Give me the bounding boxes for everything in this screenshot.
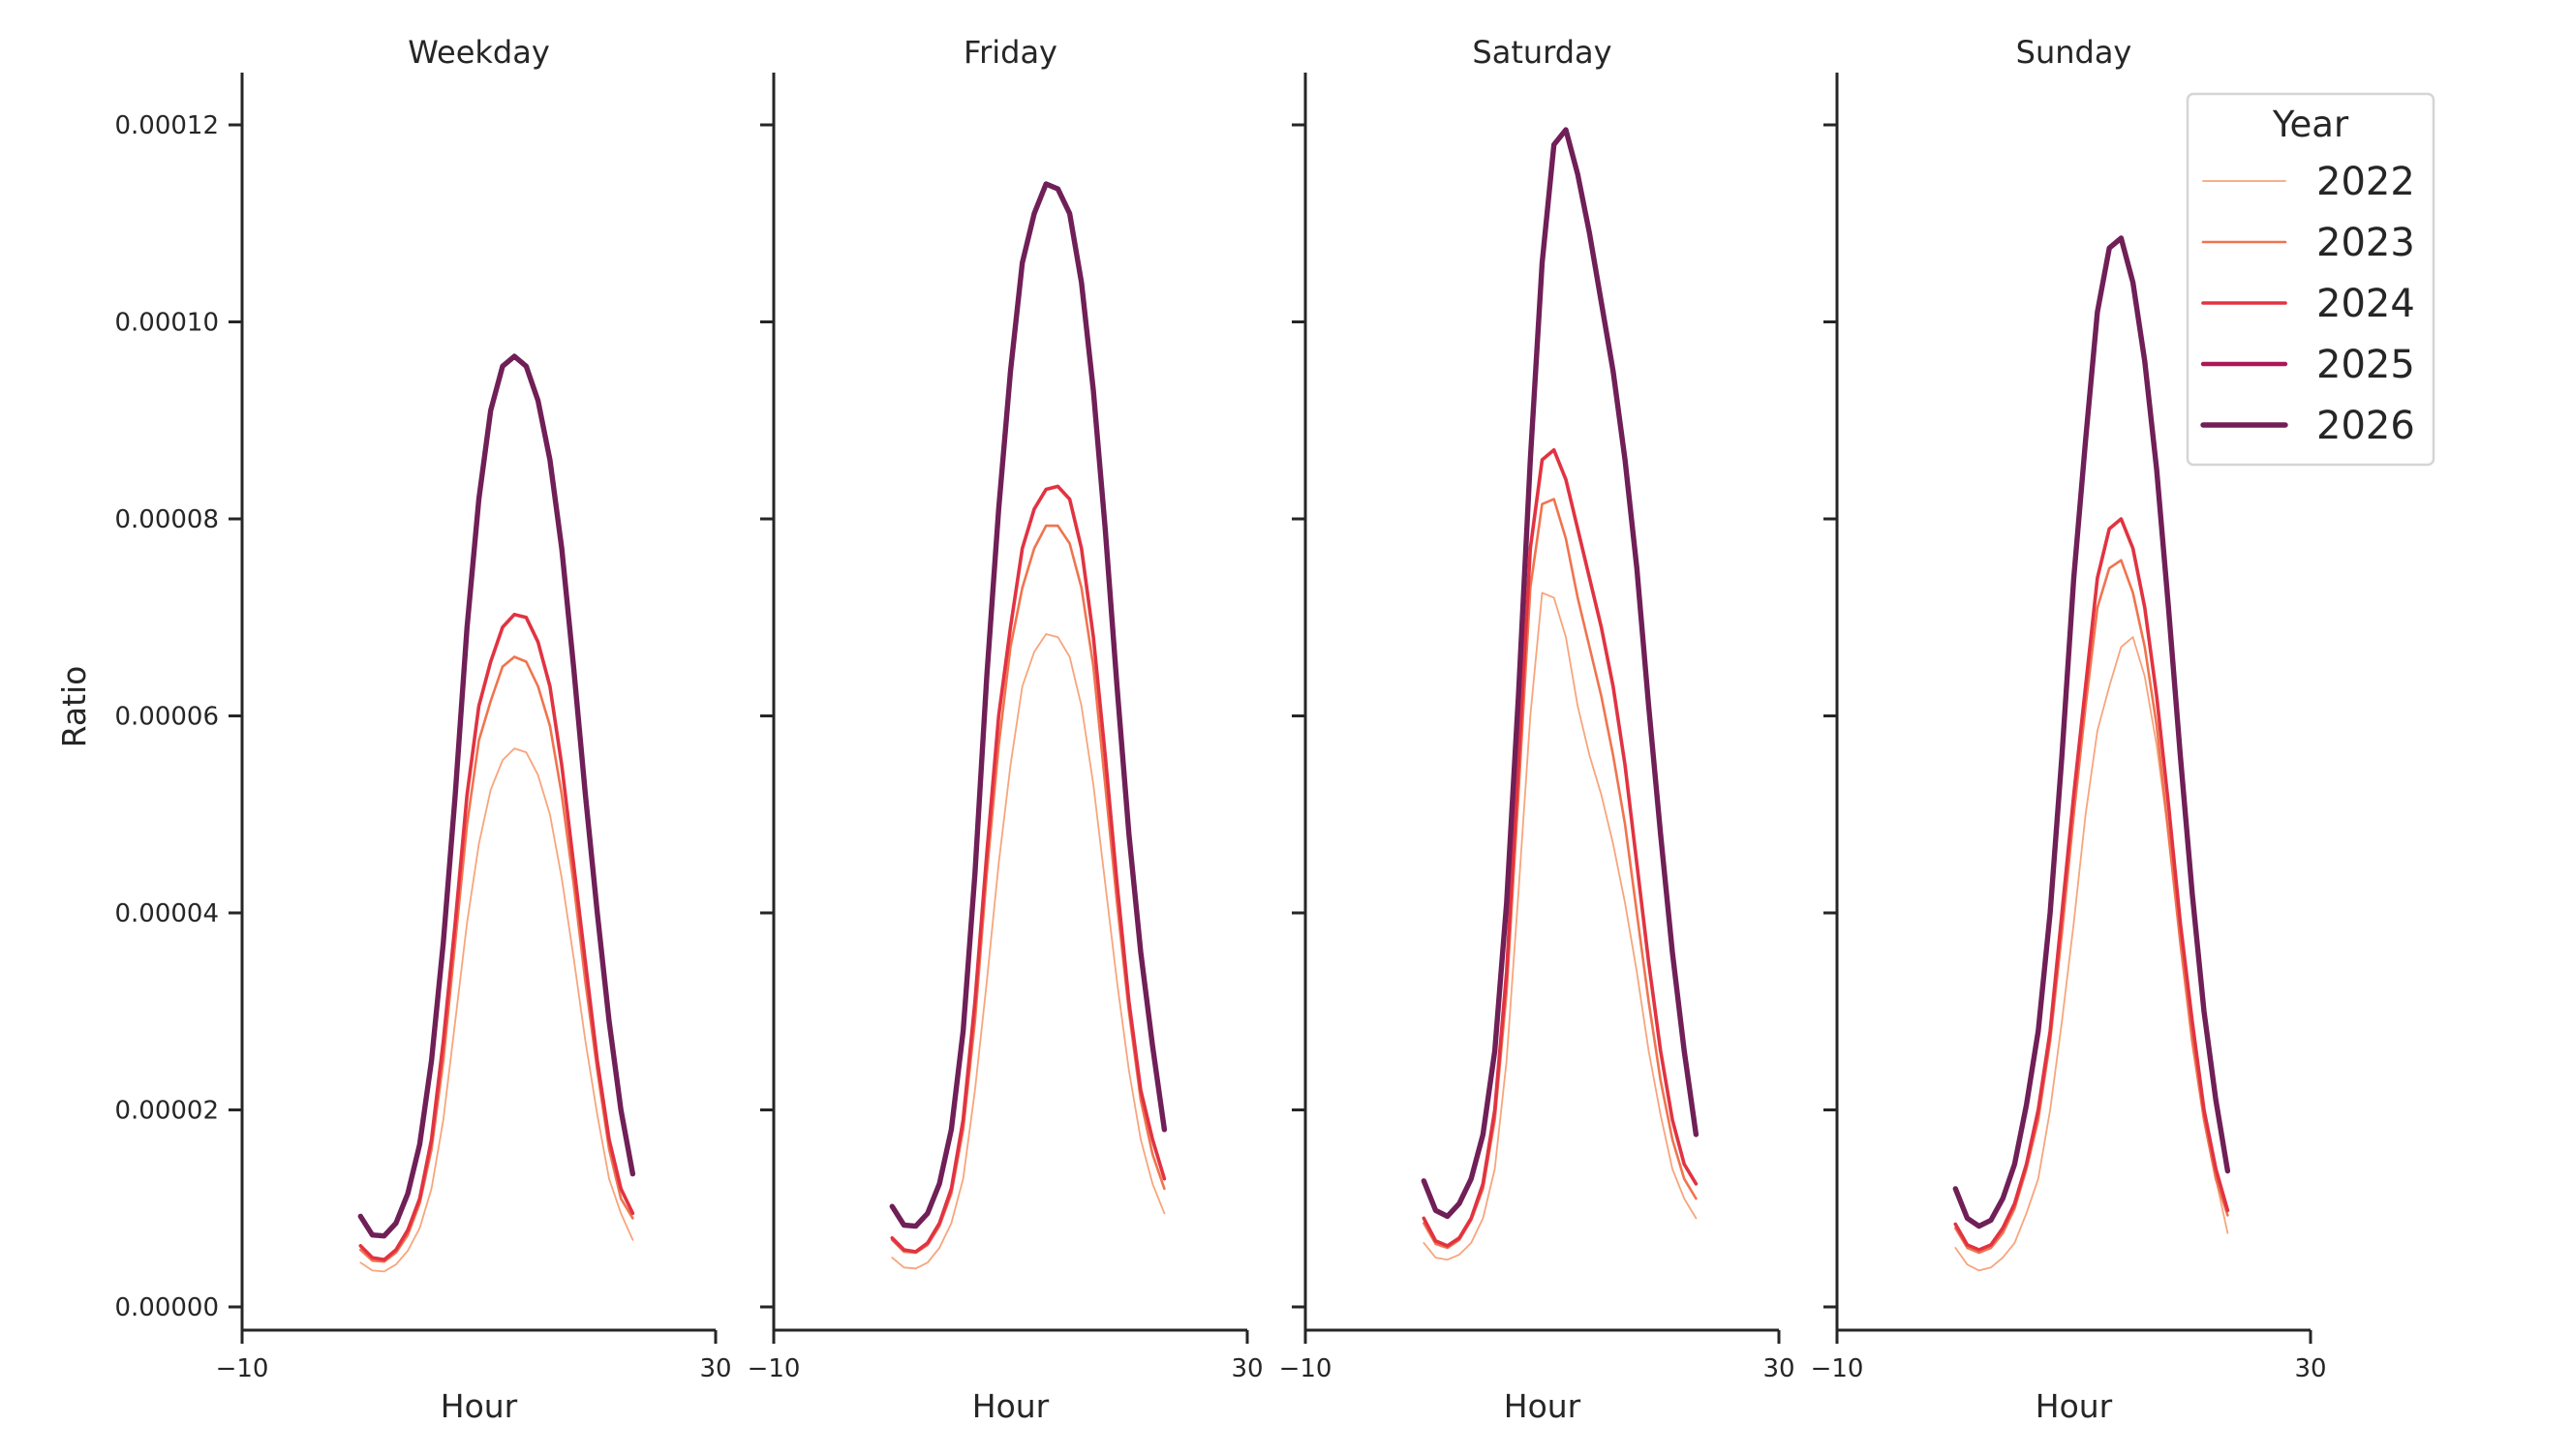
legend-label-2026: 2026 [2316, 404, 2415, 448]
legend: Year 2022 2023 2024 2025 2026 [2186, 92, 2435, 467]
panel-weekday: Weekday 0.00000 0.00002 0.00004 0.00006 0.000… [114, 34, 731, 1425]
legend-label-2025: 2025 [2316, 343, 2415, 387]
series-line-2023 [890, 524, 1166, 1255]
series-line-2022 [359, 747, 634, 1273]
x-tick-label: −10 [216, 1354, 269, 1383]
panel-title: Saturday [1472, 34, 1611, 71]
series-line-2022 [1954, 636, 2229, 1272]
y-tick-label: 0.00002 [114, 1097, 219, 1126]
panel-title: Weekday [408, 34, 550, 71]
y-tick-label: 0.00004 [114, 899, 219, 928]
y-tick-label: 0.00008 [114, 505, 219, 534]
x-axis-label: Hour [2036, 1387, 2113, 1425]
x-axis-label: Hour [1504, 1387, 1581, 1425]
series-line-2026 [1952, 235, 2231, 1229]
panel-title: Friday [964, 34, 1057, 71]
series-line-2024 [358, 612, 635, 1261]
x-axis-label: Hour [441, 1387, 518, 1425]
series-line-2024 [1953, 517, 2230, 1252]
y-tick-label: 0.00010 [114, 309, 219, 338]
x-tick-label: 30 [1231, 1354, 1263, 1383]
series-line-2024 [890, 484, 1167, 1254]
x-tick-label: 30 [2294, 1354, 2326, 1383]
y-axis-label: Ratio [55, 666, 93, 748]
series-line-2025 [890, 181, 1167, 1228]
legend-label-2024: 2024 [2316, 282, 2415, 326]
series-line-2024 [1422, 447, 1699, 1248]
series-line-2023 [1954, 559, 2229, 1255]
panel-sunday: Sunday −10 30 Hour [1811, 34, 2327, 1425]
series-line-2026 [357, 353, 636, 1239]
x-tick-label: 30 [699, 1354, 731, 1383]
series-line-2023 [358, 655, 634, 1263]
x-tick-label: −10 [1279, 1354, 1332, 1383]
y-tick-label: 0.00006 [114, 703, 219, 732]
legend-box [2186, 92, 2435, 467]
series-line-2023 [1423, 498, 1698, 1250]
series-line-2026 [1421, 127, 1699, 1220]
x-tick-label: 30 [1762, 1354, 1794, 1383]
series-line-2022 [891, 633, 1166, 1270]
series-line-2025 [1422, 127, 1699, 1219]
legend-title: Year [2272, 104, 2349, 145]
panel-title: Sunday [2016, 34, 2132, 71]
y-tick-label: 0.00000 [114, 1293, 219, 1322]
panel-saturday: Saturday −10 30 Hour [1279, 34, 1795, 1425]
series-line-2022 [1423, 592, 1698, 1261]
series-line-2025 [358, 353, 635, 1238]
legend-label-2023: 2023 [2316, 221, 2415, 265]
x-axis-label: Hour [972, 1387, 1050, 1425]
legend-label-2022: 2022 [2316, 160, 2415, 204]
series-line-2026 [889, 181, 1168, 1229]
x-tick-label: −10 [1811, 1354, 1864, 1383]
panel-friday: Friday −10 30 Hour [748, 34, 1264, 1425]
y-tick-label: 0.00012 [114, 111, 219, 140]
x-tick-label: −10 [748, 1354, 801, 1383]
